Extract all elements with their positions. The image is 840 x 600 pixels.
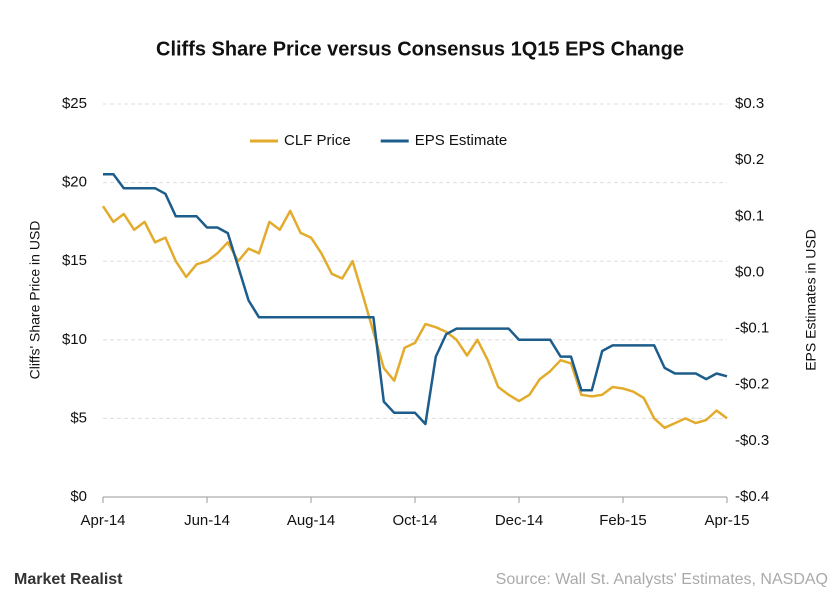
series-line — [103, 172, 728, 426]
x-tick-label: Apr-15 — [704, 512, 749, 529]
y2-tick-label: -$0.1 — [735, 320, 769, 337]
x-tick-label: Apr-14 — [80, 512, 125, 529]
y2-tick-label: -$0.4 — [735, 488, 769, 505]
brand: Market Realist — [14, 571, 123, 588]
y2-tick-label: $0.2 — [735, 151, 764, 168]
x-tick-label: Jun-14 — [184, 512, 230, 529]
y-tick-label: $25 — [62, 95, 87, 112]
x-tick-label: Aug-14 — [287, 512, 335, 529]
y-tick-label: $0 — [70, 488, 87, 505]
x-tick-label: Oct-14 — [392, 512, 437, 529]
source: Source: Wall St. Analysts' Estimates, NA… — [496, 571, 828, 588]
y2-tick-label: $0.3 — [735, 95, 764, 112]
x-tick-label: Dec-14 — [495, 512, 543, 529]
y-tick-label: $5 — [70, 409, 87, 426]
y2-tick-label: $0.1 — [735, 207, 764, 224]
series-line — [101, 205, 728, 430]
x-tick-label: Feb-15 — [599, 512, 647, 529]
y-tick-label: $15 — [62, 252, 87, 269]
y2-axis-label: EPS Estimates in USD — [803, 229, 819, 371]
y2-tick-label: -$0.2 — [735, 376, 769, 393]
legend-label: CLF Price — [284, 132, 351, 149]
y2-tick-label: -$0.3 — [735, 432, 769, 449]
y2-tick-label: $0.0 — [735, 263, 764, 280]
y-tick-label: $20 — [62, 174, 87, 191]
legend-label: EPS Estimate — [415, 132, 508, 149]
chart-title: Cliffs Share Price versus Consensus 1Q15… — [156, 38, 684, 60]
y-axis-label: Cliffs' Share Price in USD — [27, 221, 43, 380]
y-tick-label: $10 — [62, 331, 87, 348]
